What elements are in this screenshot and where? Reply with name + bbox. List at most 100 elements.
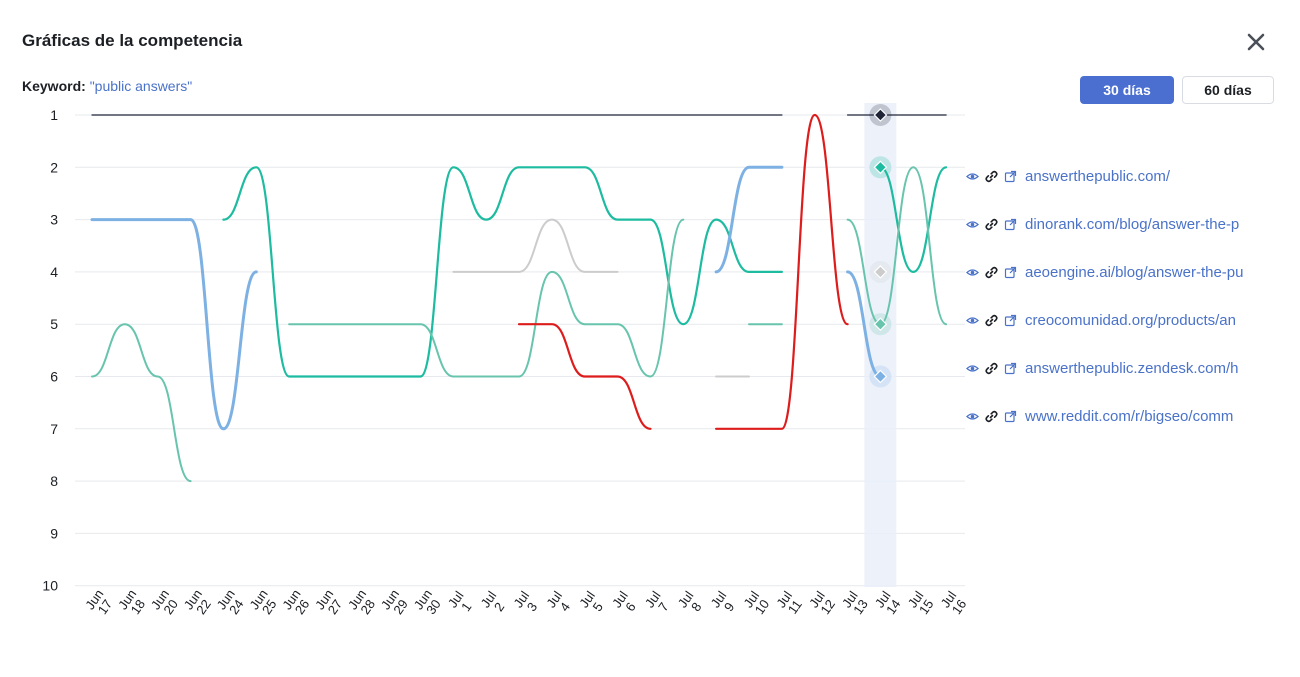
x-tick-label: Jul1 [445,588,478,618]
x-tick-label: Jun20 [148,587,183,620]
legend-item: aeoengine.ai/blog/answer-the-pu [966,248,1276,296]
series-line-5 [517,113,849,430]
y-tick-label: 8 [50,473,58,489]
external-link-icon[interactable] [1004,410,1017,423]
keyword-line: Keyword: "public answers" [22,78,192,94]
y-tick-label: 10 [42,578,58,594]
link-icon[interactable] [985,314,998,327]
x-tick-day: 3 [524,600,540,615]
x-tick-day: 18 [128,597,149,617]
external-link-icon[interactable] [1004,362,1017,375]
link-icon[interactable] [985,218,998,231]
x-tick-day: 28 [357,597,378,617]
x-tick-label: Jun30 [411,587,446,620]
link-icon[interactable] [985,362,998,375]
x-tick-label: Jul10 [740,588,773,618]
x-tick-day: 8 [688,600,704,615]
series-marker-4 [873,369,888,384]
x-tick-day: 16 [949,597,970,617]
x-tick-label: Jul9 [708,588,741,618]
legend-item: answerthepublic.zendesk.com/h [966,344,1276,392]
period-30-days-button[interactable]: 30 días [1080,76,1174,104]
x-tick-label: Jun24 [214,587,249,620]
series-marker-3 [873,317,888,332]
external-link-icon[interactable] [1004,218,1017,231]
y-tick-label: 5 [50,316,58,332]
y-tick-label: 3 [50,212,58,228]
eye-icon[interactable] [966,266,979,279]
legend-url[interactable]: answerthepublic.zendesk.com/h [1025,359,1239,377]
close-button[interactable] [1244,30,1268,54]
series-marker-2 [873,265,888,279]
x-tick-label: Jun27 [312,587,347,620]
x-tick-day: 9 [721,600,737,615]
link-icon[interactable] [985,266,998,279]
x-tick-day: 14 [883,597,904,617]
legend-url[interactable]: aeoengine.ai/blog/answer-the-pu [1025,263,1244,281]
close-icon [1247,33,1265,51]
x-tick-label: Jun18 [115,587,150,620]
link-icon[interactable] [985,410,998,423]
x-tick-label: Jul13 [839,588,872,618]
x-tick-day: 1 [458,600,474,615]
x-tick-day: 15 [916,597,937,617]
series-line-4 [90,165,882,431]
x-tick-day: 27 [325,597,346,617]
y-tick-label: 6 [50,369,58,385]
chart-markers [869,104,892,388]
x-tick-day: 26 [292,597,313,617]
eye-icon[interactable] [966,410,979,423]
period-60-days-button[interactable]: 60 días [1182,76,1274,104]
series-marker-1 [873,160,888,175]
legend-item: www.reddit.com/r/bigseo/comm [966,392,1276,440]
x-tick-label: Jul11 [773,588,806,618]
legend-item: dinorank.com/blog/answer-the-p [966,200,1276,248]
x-tick-day: 2 [491,600,507,615]
link-icon[interactable] [985,170,998,183]
legend-item: answerthepublic.com/ [966,152,1276,200]
x-tick-label: Jul16 [938,588,971,618]
eye-icon[interactable] [966,170,979,183]
x-tick-day: 17 [95,597,116,617]
x-tick-label: Jul6 [609,588,642,618]
legend-item: creocomunidad.org/products/an [966,296,1276,344]
x-tick-label: Jul14 [872,588,905,618]
x-tick-label: Jul7 [642,588,675,618]
y-tick-label: 7 [50,421,58,437]
x-tick-label: Jun22 [181,587,216,620]
x-tick-day: 20 [160,597,181,617]
eye-icon[interactable] [966,218,979,231]
y-tick-label: 1 [50,107,58,123]
x-tick-day: 25 [259,597,280,617]
x-tick-day: 4 [557,600,573,615]
eye-icon[interactable] [966,314,979,327]
x-tick-label: Jul5 [576,588,609,618]
x-tick-day: 12 [817,597,838,617]
y-axis-ticks: 1 2 3 4 5 6 7 8 9 10 [42,107,58,594]
series-marker-0 [873,108,888,122]
x-axis-ticks: Jun17 Jun18 Jun20 Jun22 Jun24 Jun25 Jun26 Jun27… [82,587,971,620]
x-tick-label: Jul8 [675,588,708,618]
x-tick-label: Jun29 [378,587,413,620]
x-tick-label: Jul2 [478,588,511,618]
keyword-value: "public answers" [89,78,193,94]
external-link-icon[interactable] [1004,314,1017,327]
legend-url[interactable]: answerthepublic.com/ [1025,167,1171,185]
x-tick-label: Jun17 [82,587,117,620]
eye-icon[interactable] [966,362,979,375]
x-tick-day: 29 [390,597,411,617]
x-tick-day: 6 [622,600,638,615]
external-link-icon[interactable] [1004,170,1017,183]
y-tick-label: 2 [50,159,58,175]
chart-series [90,113,948,483]
legend-url[interactable]: www.reddit.com/r/bigseo/comm [1025,407,1234,425]
series-line-1 [222,166,948,378]
external-link-icon[interactable] [1004,266,1017,279]
legend-url[interactable]: dinorank.com/blog/answer-the-p [1025,215,1240,233]
x-tick-label: Jun28 [345,587,380,620]
x-tick-day: 13 [850,597,871,617]
legend-url[interactable]: creocomunidad.org/products/an [1025,311,1236,329]
keyword-label: Keyword: [22,78,86,94]
series-line-3 [91,166,948,483]
x-tick-label: Jul3 [510,588,543,618]
